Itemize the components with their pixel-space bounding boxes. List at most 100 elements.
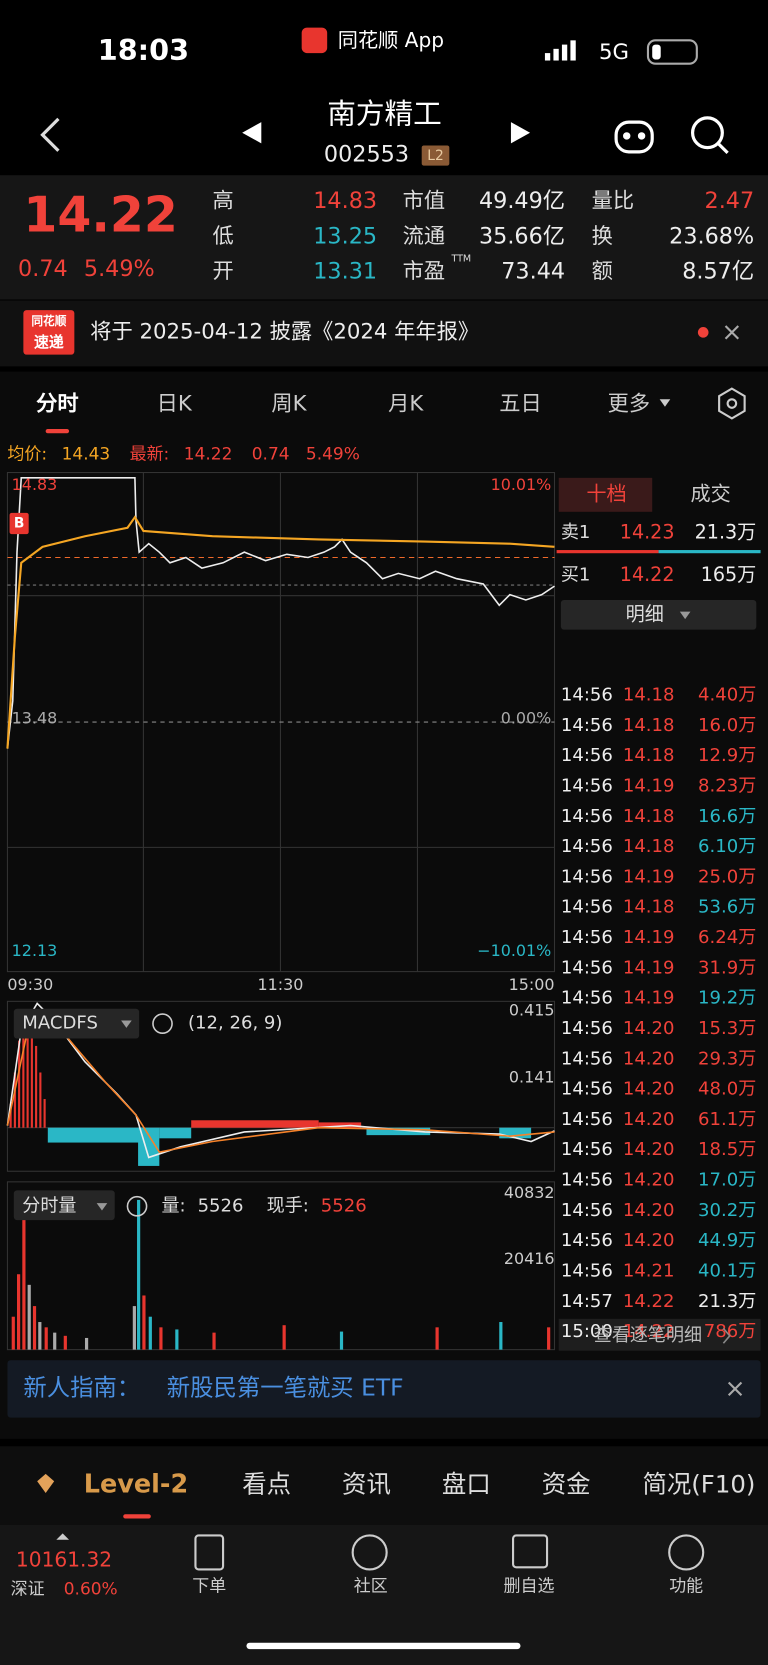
latest-label: 最新: <box>130 444 170 464</box>
trade-time: 14:56 <box>561 1109 613 1130</box>
trade-time: 14:56 <box>561 897 613 918</box>
home-indicator <box>246 1642 521 1650</box>
trade-time: 14:56 <box>561 806 613 827</box>
trade-time: 14:56 <box>561 685 613 706</box>
trade-vol: 21.3万 <box>698 1291 756 1312</box>
trade-price: 14.18 <box>623 685 675 706</box>
footer <box>0 1524 768 1665</box>
nav-label[interactable]: 删自选 <box>504 1576 555 1596</box>
volume-axis: 40832 <box>504 1183 555 1202</box>
back-button[interactable] <box>40 117 60 152</box>
bottom-tab[interactable]: 简况(F10) <box>642 1470 755 1499</box>
sell-vol: 21.3万 <box>695 521 757 544</box>
trade-price: 14.18 <box>623 745 675 766</box>
buy-label: 买1 <box>561 565 591 586</box>
macd-selector[interactable] <box>13 1008 140 1039</box>
order-icon[interactable] <box>194 1534 225 1571</box>
avg-line <box>6 515 555 749</box>
notice-text[interactable]: 将于 2025-04-12 披露《2024 年年报》 <box>90 319 479 344</box>
nav-label[interactable]: 下单 <box>192 1576 226 1596</box>
robot-icon[interactable] <box>614 120 654 154</box>
remove-icon[interactable] <box>512 1534 549 1569</box>
buy-marker: B <box>14 515 25 531</box>
sell-price: 14.23 <box>620 521 675 544</box>
bottom-tab[interactable]: 看点 <box>242 1470 291 1499</box>
trade-vol: 4.40万 <box>698 685 756 706</box>
trade-price: 14.20 <box>623 1018 675 1039</box>
trade-time: 14:56 <box>561 1230 613 1251</box>
stat-sup: TTM <box>450 254 471 265</box>
diamond-icon <box>37 1473 55 1493</box>
volume-selector[interactable] <box>13 1190 115 1221</box>
market-name: 深证 <box>11 1580 45 1600</box>
detail-button[interactable] <box>560 599 757 630</box>
stat-value: 73.44 <box>501 258 565 284</box>
bottom-tab[interactable]: 资讯 <box>342 1470 391 1499</box>
stat-value: 14.83 <box>313 188 377 214</box>
bottom-tabs-bar <box>0 1446 768 1525</box>
bottom-tab[interactable]: 盘口 <box>442 1470 491 1499</box>
guide-close[interactable] <box>727 1381 743 1397</box>
nav-label[interactable]: 功能 <box>669 1576 703 1596</box>
search-icon[interactable] <box>690 116 729 155</box>
stat-value: 2.47 <box>705 188 755 214</box>
price-label: 12.13 <box>12 941 58 960</box>
bottom-tab[interactable]: 资金 <box>542 1470 591 1499</box>
nav-label[interactable]: 社区 <box>354 1576 388 1596</box>
notice-badge-bottom: 速递 <box>34 333 64 351</box>
tab[interactable]: 更多 <box>608 392 650 417</box>
macd-params: (12, 26, 9) <box>188 1013 282 1034</box>
macd-axis: 0.415 <box>509 1000 555 1019</box>
buy-marker-bg <box>9 512 29 535</box>
trade-vol: 53.6万 <box>698 897 756 918</box>
volume-bars <box>11 1199 551 1350</box>
tab[interactable]: 五日 <box>499 392 541 417</box>
settings-icon-dot <box>726 398 738 409</box>
trade-vol: 8.23万 <box>698 775 756 796</box>
trade-price: 14.22 <box>623 1291 675 1312</box>
tab[interactable]: 周K <box>271 392 307 417</box>
trade-time: 14:56 <box>561 1139 613 1160</box>
trade-vol: 6.24万 <box>698 927 756 948</box>
volume-arrow <box>96 1203 108 1211</box>
settings-icon[interactable] <box>718 387 746 420</box>
guide-text[interactable]: 新股民第一笔就买 ETF <box>167 1373 404 1401</box>
notice-badge <box>23 310 75 355</box>
bottom-tab[interactable]: Level-2 <box>84 1470 188 1500</box>
prev-stock[interactable] <box>242 122 262 144</box>
trade-time: 14:56 <box>561 745 613 766</box>
trade-vol: 17.0万 <box>698 1170 756 1191</box>
notice-close[interactable] <box>724 325 740 340</box>
next-stock[interactable] <box>510 122 531 144</box>
clock: 18:03 <box>98 33 189 67</box>
tab[interactable]: 日K <box>157 392 193 417</box>
trade-price: 14.18 <box>623 836 675 857</box>
sell-label: 卖1 <box>561 522 591 543</box>
ob-tab[interactable]: 成交 <box>690 481 730 505</box>
trade-time: 14:56 <box>561 927 613 948</box>
ob-tab[interactable]: 十档 <box>586 481 626 505</box>
more-button[interactable] <box>558 1318 761 1351</box>
stat-label: 市值 <box>403 189 445 214</box>
stat-value: 23.68% <box>669 223 754 249</box>
tab[interactable]: 分时 <box>36 392 78 417</box>
stock-code: 002553 <box>324 142 409 168</box>
detail-label[interactable]: 明细 <box>626 602 664 625</box>
unread-dot <box>697 327 709 338</box>
orderbook-tab-active[interactable] <box>558 477 653 512</box>
trade-time: 14:56 <box>561 715 613 736</box>
more-detail[interactable]: 查看逐笔明细 <box>594 1325 702 1346</box>
trade-time: 14:56 <box>561 1200 613 1221</box>
stat-value: 35.66亿 <box>479 223 565 249</box>
tab[interactable]: 月K <box>388 392 424 417</box>
function-icon[interactable] <box>668 1534 705 1571</box>
chart-panel <box>0 371 768 1439</box>
index-value: 10161.32 <box>16 1547 112 1571</box>
trade-price: 14.20 <box>623 1139 675 1160</box>
trade-price: 14.18 <box>623 806 675 827</box>
trade-vol: 61.1万 <box>698 1109 756 1130</box>
community-icon[interactable] <box>351 1534 388 1571</box>
vol-label: 量: <box>161 1195 185 1216</box>
time-label: 09:30 <box>7 975 53 994</box>
